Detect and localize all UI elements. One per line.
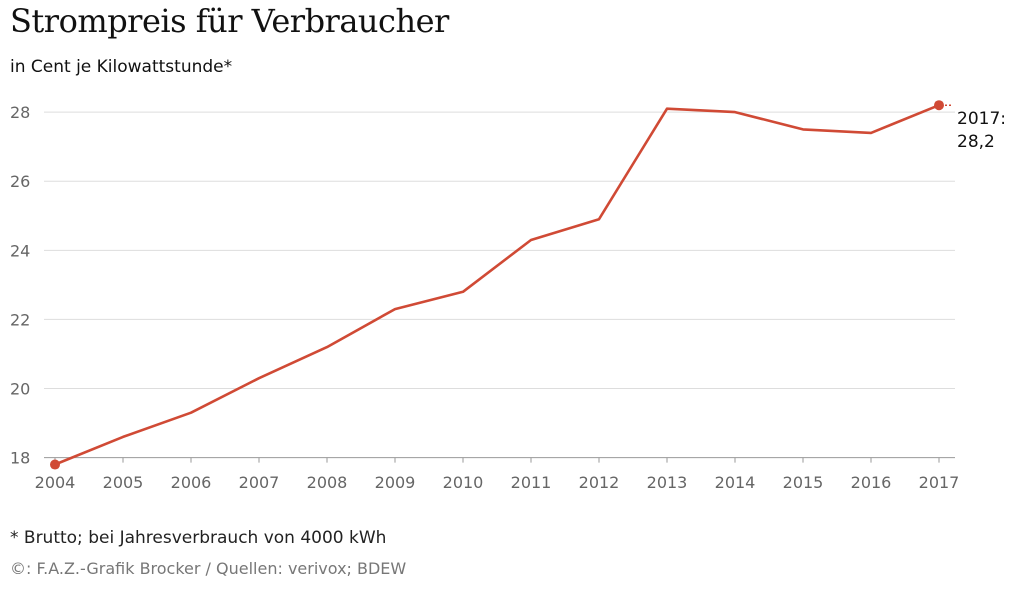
x-tick-label: 2010: [443, 473, 484, 492]
y-tick-label: 26: [10, 172, 30, 191]
chart-title: Strompreis für Verbraucher: [10, 2, 449, 40]
end-label-value: 28,2: [957, 132, 995, 152]
y-tick-label: 22: [10, 310, 30, 329]
x-tick-label: 2017: [919, 473, 960, 492]
x-tick-label: 2009: [375, 473, 416, 492]
gridlines: [44, 111, 955, 459]
start-point-marker: [50, 459, 60, 470]
series-line-strompreis: [53, 103, 941, 466]
y-tick-label: 18: [10, 449, 30, 468]
y-tick-label: 24: [10, 241, 30, 260]
x-tick-label: 2014: [715, 473, 756, 492]
footnote: * Brutto; bei Jahresverbrauch von 4000 k…: [10, 528, 387, 548]
x-tick-label: 2011: [511, 473, 552, 492]
y-axis-ticks: 18 20 22 24 26 28: [10, 103, 30, 468]
x-tick-label: 2012: [579, 473, 620, 492]
end-label-year: 2017:: [957, 109, 1006, 129]
series-layer: [50, 100, 953, 470]
x-tick-label: 2015: [783, 473, 824, 492]
end-point-marker: [934, 100, 944, 111]
x-tick-label: 2013: [647, 473, 688, 492]
x-tick-label: 2007: [239, 473, 280, 492]
x-tick-label: 2006: [171, 473, 212, 492]
source-credit: ©: F.A.Z.-Grafik Brocker / Quellen: veri…: [10, 559, 407, 578]
x-tick-label: 2005: [103, 473, 144, 492]
x-tick-label: 2016: [851, 473, 892, 492]
x-axis-ticks: 2004 2005 2006 2007 2008 2009 2010 2011 2012 2013…: [35, 457, 960, 492]
x-tick-label: 2004: [35, 473, 76, 492]
chart-subtitle: in Cent je Kilowattstunde*: [10, 57, 233, 77]
annotations: 2017: 28,2: [957, 109, 1006, 152]
y-tick-label: 20: [10, 380, 30, 399]
x-tick-label: 2008: [307, 473, 348, 492]
y-tick-label: 28: [10, 103, 30, 122]
line-chart: 18 20 22 24 26 28 2004 2005 2006 2007 2008 2009 201…: [10, 100, 1006, 492]
